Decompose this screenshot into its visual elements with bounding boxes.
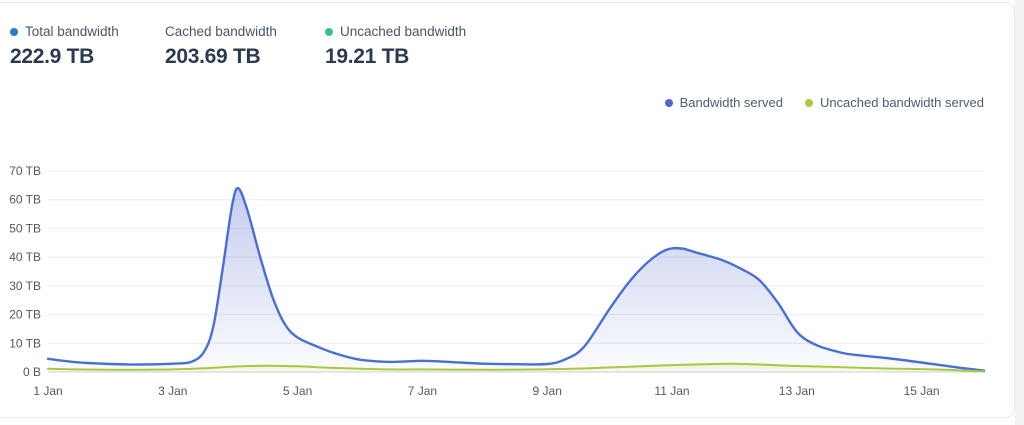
stat-value: 203.69 TB	[165, 45, 261, 68]
x-axis-tick-label: 13 Jan	[779, 384, 815, 398]
stat-label-row: Cached bandwidth	[165, 23, 325, 40]
y-axis-tick-label: 60 TB	[9, 193, 41, 207]
y-axis-tick-label: 50 TB	[9, 221, 41, 235]
y-axis-tick-label: 10 TB	[9, 336, 41, 350]
x-axis-tick-label: 15 Jan	[904, 384, 940, 398]
uncached-bandwidth-line	[47, 362, 985, 373]
stat-label-row: Total bandwidth	[10, 23, 165, 40]
stat-value: 222.9 TB	[10, 45, 94, 68]
legend-uncached-bandwidth-served-dot-icon	[804, 98, 813, 107]
y-axis-tick-label: 20 TB	[9, 308, 41, 322]
chart-svg: 70 TB 60 TB 50 TB 40 TB 30 TB 20 TB 10 TB 0 B 1 …	[9, 164, 986, 398]
stat-total-bandwidth: Total bandwidth 222.9 TB	[10, 23, 165, 69]
total-bandwidth-dot-icon	[10, 27, 18, 36]
page-gutter	[1015, 0, 1024, 425]
legend-bandwidth-served-dot-icon	[664, 98, 673, 107]
bandwidth-summary: Total bandwidth 222.9 TB Cached bandwidt…	[10, 23, 466, 69]
x-axis-tick-label: 3 Jan	[158, 384, 187, 398]
x-axis-tick-label: 11 Jan	[654, 384, 689, 398]
uncached-bandwidth-area	[48, 363, 984, 372]
x-axis-tick-label: 5 Jan	[283, 384, 312, 398]
y-axis-tick-label: 0 B	[23, 365, 41, 379]
stat-uncached-bandwidth: Uncached bandwidth 19.21 TB	[325, 23, 466, 69]
uncached-bandwidth-dot-icon	[325, 27, 333, 36]
y-axis-tick-label: 70 TB	[9, 164, 41, 178]
stat-label: Cached bandwidth	[165, 24, 277, 39]
x-axis-tick-label: 9 Jan	[533, 384, 562, 398]
bandwidth-analytics-card: Total bandwidth 222.9 TB Cached bandwidt…	[0, 2, 1015, 418]
stat-value: 19.21 TB	[325, 45, 409, 68]
x-axis-tick-label: 7 Jan	[408, 384, 437, 398]
bandwidth-served-area	[48, 188, 984, 372]
bandwidth-served-line	[46, 186, 986, 372]
legend-item-uncached-bandwidth-served[interactable]: Uncached bandwidth served	[804, 95, 984, 110]
stat-label-row: Uncached bandwidth	[325, 23, 466, 40]
stat-label: Uncached bandwidth	[340, 24, 467, 39]
chart-legend: Bandwidth served Uncached bandwidth serv…	[664, 95, 984, 110]
y-axis-tick-label: 30 TB	[9, 279, 41, 293]
legend-item-bandwidth-served[interactable]: Bandwidth served	[664, 95, 783, 110]
y-axis-tick-label: 40 TB	[9, 250, 41, 264]
legend-label: Bandwidth served	[679, 95, 783, 110]
bandwidth-time-series-chart[interactable]: 70 TB 60 TB 50 TB 40 TB 30 TB 20 TB 10 TB 0 B 1 …	[0, 151, 1000, 413]
stat-cached-bandwidth: Cached bandwidth 203.69 TB	[165, 23, 325, 69]
legend-label: Uncached bandwidth served	[819, 95, 984, 110]
x-axis-tick-label: 1 Jan	[33, 384, 62, 398]
stat-label: Total bandwidth	[25, 24, 119, 39]
